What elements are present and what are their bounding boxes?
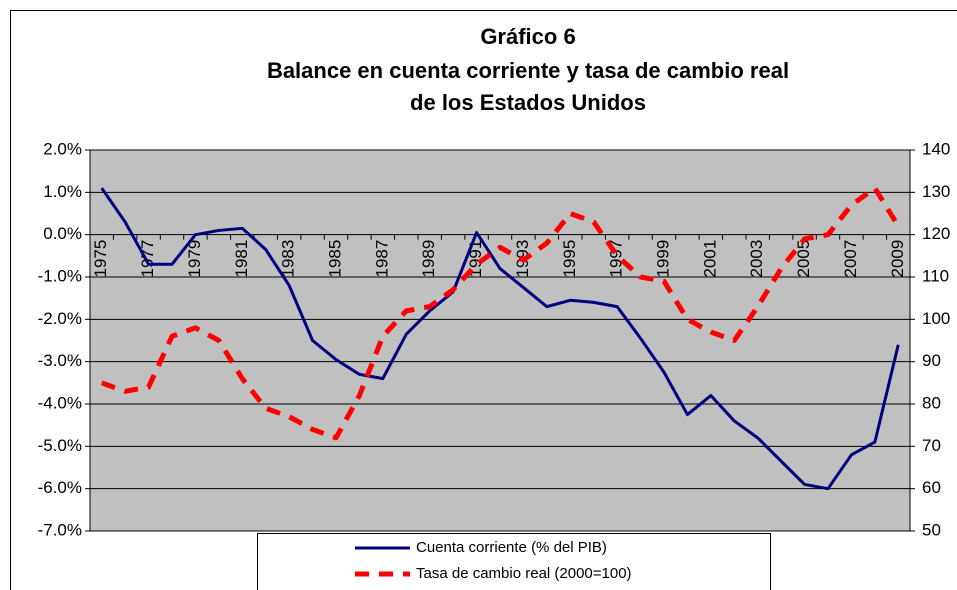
legend-box — [257, 533, 771, 590]
y-tick-label: -7.0% — [38, 520, 82, 539]
x-tick-label: 1983 — [279, 240, 298, 278]
y-tick-label: -4.0% — [38, 393, 82, 412]
y2-tick-label: 70 — [922, 436, 941, 455]
chart-title: Gráfico 6 — [480, 24, 575, 49]
x-tick-label: 2003 — [747, 240, 766, 278]
y-tick-label: 0.0% — [43, 224, 82, 243]
y2-tick-label: 130 — [922, 182, 950, 201]
x-tick-label: 1999 — [653, 240, 672, 278]
y2-tick-label: 90 — [922, 351, 941, 370]
chart-title: de los Estados Unidos — [410, 90, 646, 115]
y-tick-label: -5.0% — [38, 436, 82, 455]
plot-area — [89, 149, 911, 532]
x-tick-label: 1981 — [232, 240, 251, 278]
series-line — [100, 185, 901, 441]
y2-tick-label: 140 — [922, 139, 950, 158]
y2-tick-label: 80 — [922, 393, 941, 412]
x-tick-label: 2007 — [841, 240, 860, 278]
y2-tick-label: 60 — [922, 478, 941, 497]
y2-tick-label: 120 — [922, 224, 950, 243]
y-tick-label: -2.0% — [38, 309, 82, 328]
y2-tick-label: 100 — [922, 309, 950, 328]
series-line — [100, 187, 900, 491]
y-tick-label: 2.0% — [43, 139, 82, 158]
y-tick-label: -3.0% — [38, 351, 82, 370]
x-tick-label: 2001 — [700, 240, 719, 278]
y2-tick-label: 110 — [922, 266, 949, 285]
x-tick-label: 1985 — [325, 240, 344, 278]
x-tick-label: 1979 — [185, 240, 204, 278]
chart-title: Balance en cuenta corriente y tasa de ca… — [267, 58, 789, 83]
x-tick-label: 2009 — [888, 240, 907, 278]
y-tick-label: -1.0% — [38, 266, 82, 285]
y2-tick-label: 50 — [922, 520, 941, 539]
x-tick-label: 1989 — [419, 240, 438, 278]
x-tick-label: 1977 — [138, 240, 157, 278]
y-tick-label: 1.0% — [43, 182, 82, 201]
x-tick-label: 1995 — [560, 240, 579, 278]
x-tick-label: 1975 — [91, 240, 110, 278]
x-tick-label: 1987 — [372, 240, 391, 278]
legend-label: Cuenta corriente (% del PIB) — [416, 539, 607, 556]
legend-label: Tasa de cambio real (2000=100) — [416, 565, 632, 582]
x-tick-label: 2005 — [794, 240, 813, 278]
y-tick-label: -6.0% — [38, 478, 82, 497]
